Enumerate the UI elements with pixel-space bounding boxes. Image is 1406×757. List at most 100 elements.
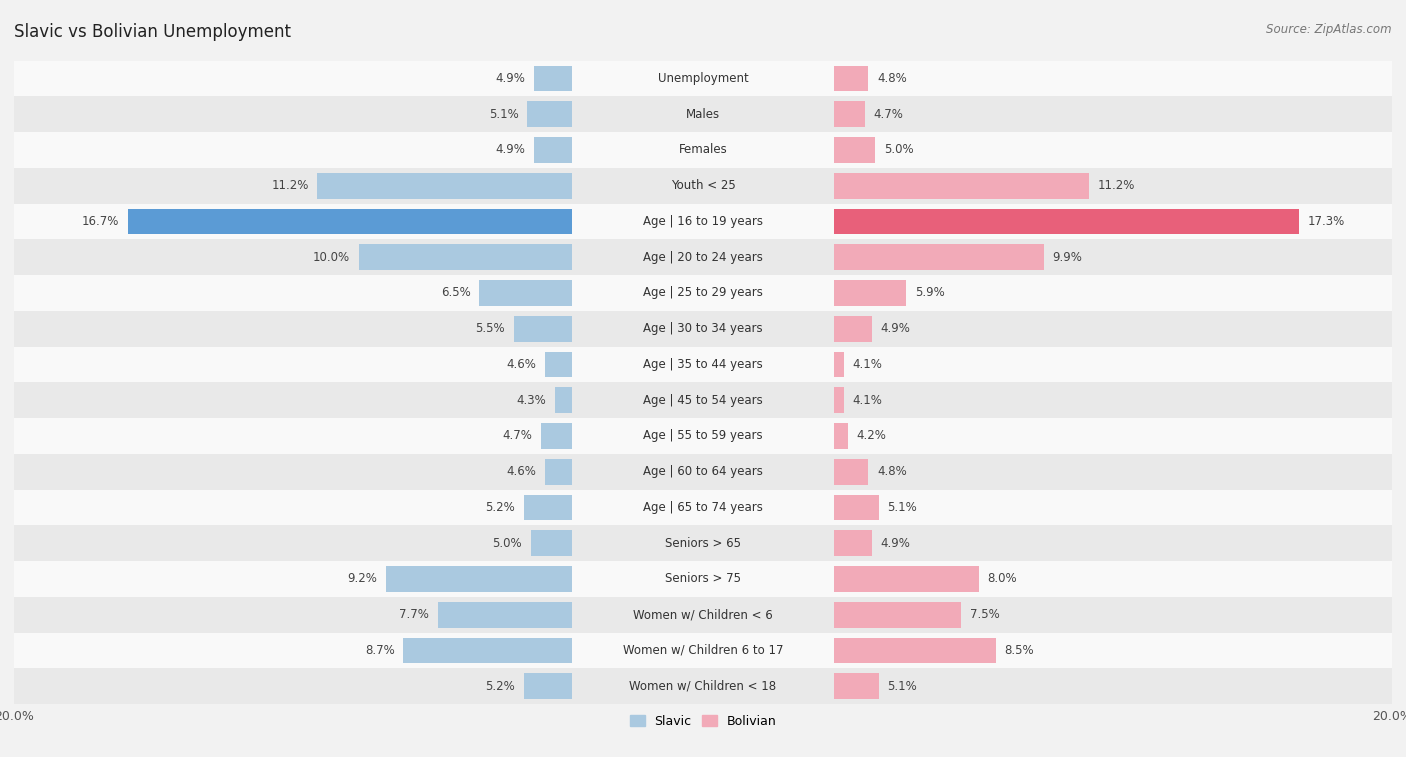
Text: Slavic vs Bolivian Unemployment: Slavic vs Bolivian Unemployment	[14, 23, 291, 41]
Text: 5.2%: 5.2%	[485, 680, 515, 693]
Text: 5.1%: 5.1%	[887, 501, 917, 514]
Bar	[534, 137, 572, 163]
Text: 4.6%: 4.6%	[506, 465, 536, 478]
Text: 4.2%: 4.2%	[856, 429, 886, 442]
Text: Unemployment: Unemployment	[658, 72, 748, 85]
Text: 5.9%: 5.9%	[915, 286, 945, 300]
Bar	[834, 388, 844, 413]
Text: Source: ZipAtlas.com: Source: ZipAtlas.com	[1267, 23, 1392, 36]
Text: Women w/ Children < 18: Women w/ Children < 18	[630, 680, 776, 693]
Bar	[544, 459, 572, 484]
Bar	[834, 351, 844, 377]
Text: 7.5%: 7.5%	[970, 608, 1000, 621]
Bar	[14, 168, 1392, 204]
Text: 4.9%: 4.9%	[880, 537, 910, 550]
Text: 4.8%: 4.8%	[877, 465, 907, 478]
Bar	[14, 418, 1392, 453]
Text: 4.7%: 4.7%	[502, 429, 533, 442]
Text: 11.2%: 11.2%	[271, 179, 308, 192]
Text: 4.9%: 4.9%	[880, 322, 910, 335]
Bar	[834, 531, 872, 556]
Bar	[834, 66, 869, 92]
Bar	[14, 132, 1392, 168]
Bar	[834, 602, 962, 628]
Text: Seniors > 75: Seniors > 75	[665, 572, 741, 585]
Text: Age | 20 to 24 years: Age | 20 to 24 years	[643, 251, 763, 263]
Text: 16.7%: 16.7%	[82, 215, 120, 228]
Bar	[14, 204, 1392, 239]
Bar	[544, 351, 572, 377]
Text: Age | 16 to 19 years: Age | 16 to 19 years	[643, 215, 763, 228]
Text: 4.9%: 4.9%	[496, 143, 526, 157]
Bar	[437, 602, 572, 628]
Bar	[14, 597, 1392, 633]
Text: 5.0%: 5.0%	[884, 143, 914, 157]
Text: Women w/ Children 6 to 17: Women w/ Children 6 to 17	[623, 644, 783, 657]
Text: 5.1%: 5.1%	[489, 107, 519, 120]
Text: 6.5%: 6.5%	[440, 286, 471, 300]
Bar	[834, 137, 875, 163]
Bar	[834, 637, 995, 663]
Text: 11.2%: 11.2%	[1098, 179, 1135, 192]
Text: Age | 55 to 59 years: Age | 55 to 59 years	[643, 429, 763, 442]
Text: 9.2%: 9.2%	[347, 572, 377, 585]
Bar	[318, 173, 572, 198]
Text: 5.2%: 5.2%	[485, 501, 515, 514]
Bar	[834, 566, 979, 592]
Text: 17.3%: 17.3%	[1308, 215, 1344, 228]
Bar	[834, 494, 879, 520]
Bar	[128, 208, 572, 235]
Bar	[14, 347, 1392, 382]
Text: 5.0%: 5.0%	[492, 537, 522, 550]
Text: Age | 65 to 74 years: Age | 65 to 74 years	[643, 501, 763, 514]
Text: 8.7%: 8.7%	[366, 644, 395, 657]
Text: 4.1%: 4.1%	[853, 358, 883, 371]
Bar	[387, 566, 572, 592]
Bar	[14, 311, 1392, 347]
Bar	[14, 668, 1392, 704]
Text: Males: Males	[686, 107, 720, 120]
Text: 9.9%: 9.9%	[1053, 251, 1083, 263]
Text: Youth < 25: Youth < 25	[671, 179, 735, 192]
Bar	[14, 96, 1392, 132]
Bar	[531, 531, 572, 556]
Bar	[527, 101, 572, 127]
Bar	[834, 280, 907, 306]
Text: 8.5%: 8.5%	[1004, 644, 1033, 657]
Bar	[834, 423, 848, 449]
Legend: Slavic, Bolivian: Slavic, Bolivian	[624, 710, 782, 733]
Bar	[541, 423, 572, 449]
Bar	[834, 101, 865, 127]
Bar	[834, 173, 1088, 198]
Text: Females: Females	[679, 143, 727, 157]
Text: 4.1%: 4.1%	[853, 394, 883, 407]
Text: Age | 45 to 54 years: Age | 45 to 54 years	[643, 394, 763, 407]
Text: 10.0%: 10.0%	[312, 251, 350, 263]
Bar	[14, 61, 1392, 96]
Bar	[14, 382, 1392, 418]
Text: Age | 35 to 44 years: Age | 35 to 44 years	[643, 358, 763, 371]
Bar	[834, 316, 872, 341]
Bar	[834, 245, 1045, 270]
Text: 5.1%: 5.1%	[887, 680, 917, 693]
Text: 4.8%: 4.8%	[877, 72, 907, 85]
Text: Seniors > 65: Seniors > 65	[665, 537, 741, 550]
Bar	[513, 316, 572, 341]
Bar	[834, 208, 1299, 235]
Text: 4.6%: 4.6%	[506, 358, 536, 371]
Text: 4.9%: 4.9%	[496, 72, 526, 85]
Bar	[14, 633, 1392, 668]
Text: 8.0%: 8.0%	[987, 572, 1017, 585]
Bar	[14, 275, 1392, 311]
Bar	[534, 66, 572, 92]
Bar	[524, 673, 572, 699]
Bar	[555, 388, 572, 413]
Bar	[14, 453, 1392, 490]
Bar	[14, 490, 1392, 525]
Text: Women w/ Children < 6: Women w/ Children < 6	[633, 608, 773, 621]
Bar	[14, 561, 1392, 597]
Text: 5.5%: 5.5%	[475, 322, 505, 335]
Bar	[404, 637, 572, 663]
Bar	[359, 245, 572, 270]
Text: Age | 30 to 34 years: Age | 30 to 34 years	[643, 322, 763, 335]
